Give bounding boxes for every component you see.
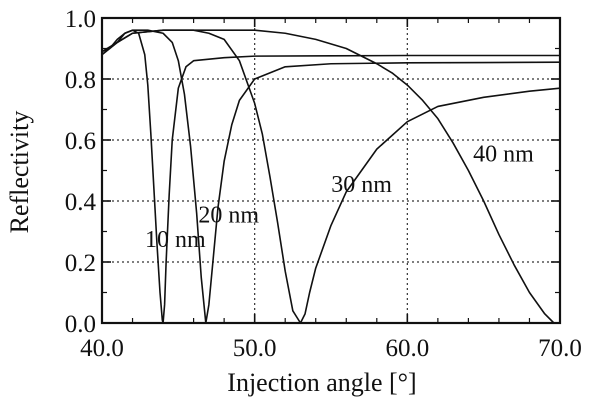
curve-label-20-nm: 20 nm xyxy=(198,202,259,228)
x-tick-label-40-0: 40.0 xyxy=(80,335,124,362)
x-tick-label-50-0: 50.0 xyxy=(233,335,277,362)
y-tick-label-1-0: 1.0 xyxy=(65,6,96,33)
x-tick-label-60-0: 60.0 xyxy=(385,335,429,362)
curve-label-30-nm: 30 nm xyxy=(331,172,392,198)
x-axis-title: Injection angle [°] xyxy=(227,368,416,397)
y-tick-label-0-0: 0.0 xyxy=(65,311,96,338)
y-tick-label-0-2: 0.2 xyxy=(65,250,96,277)
y-tick-label-0-6: 0.6 xyxy=(65,128,96,155)
y-tick-label-0-8: 0.8 xyxy=(65,67,96,94)
y-axis-title: Reflectivity xyxy=(5,111,34,234)
curve-label-10-nm: 10 nm xyxy=(145,227,206,253)
series-line-40-nm xyxy=(101,29,561,324)
series-line-20-nm xyxy=(101,29,561,324)
curve-label-40-nm: 40 nm xyxy=(473,141,534,167)
x-tick-label-70-0: 70.0 xyxy=(538,335,582,362)
tick-layer: 40.0 50.0 60.0 70.0 0.0 0.2 0.4 0.6 0.8 1.0 xyxy=(65,6,582,362)
y-tick-label-0-4: 0.4 xyxy=(65,189,97,216)
